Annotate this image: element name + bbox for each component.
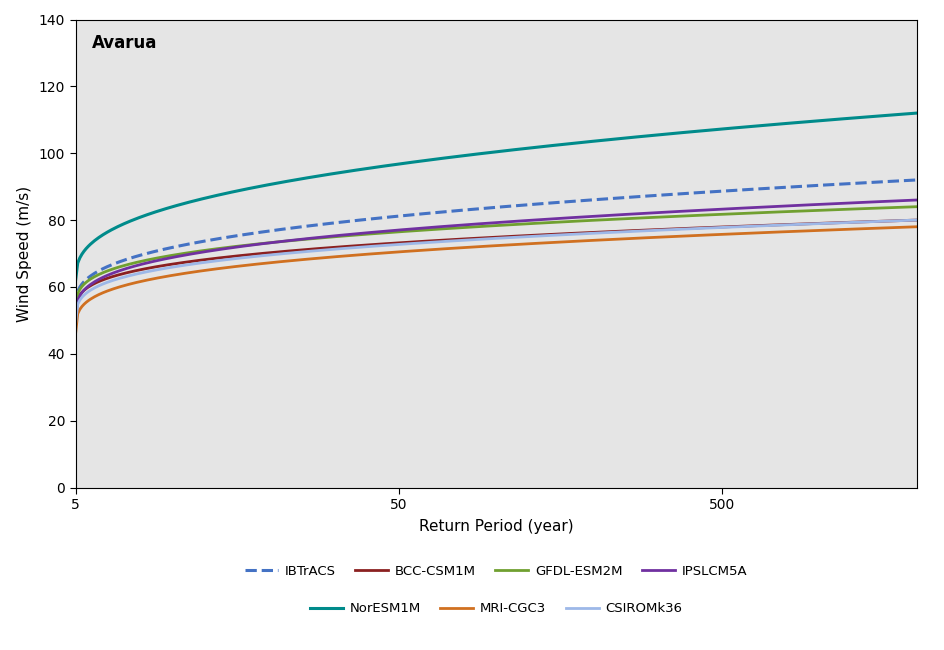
Legend: NorESM1M, MRI-CGC3, CSIROMk36: NorESM1M, MRI-CGC3, CSIROMk36 (304, 597, 687, 621)
X-axis label: Return Period (year): Return Period (year) (418, 519, 573, 534)
Text: Avarua: Avarua (93, 34, 158, 51)
Y-axis label: Wind Speed (m/s): Wind Speed (m/s) (17, 185, 32, 322)
